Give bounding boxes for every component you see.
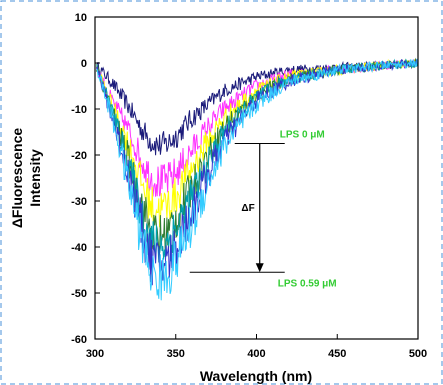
x-tick-label: 450 <box>328 348 346 360</box>
x-tick-label: 400 <box>247 348 265 360</box>
y-axis-title-line1: ΔFluorescence <box>9 128 25 229</box>
x-tick-label: 500 <box>409 348 427 360</box>
y-tick-label: 10 <box>75 12 87 24</box>
y-tick-label: -10 <box>71 104 87 116</box>
series-group <box>96 57 419 301</box>
y-tick-label: 0 <box>81 58 87 70</box>
y-axis: 10 0 -10 -20 -30 -40 -50 -60 <box>71 12 100 346</box>
y-tick-label: -30 <box>71 196 87 208</box>
label-lps-0: LPS 0 μM <box>280 130 325 141</box>
x-tick-label: 300 <box>86 348 104 360</box>
series-line-3 <box>96 58 419 228</box>
delta-f-label: ΔF <box>241 203 254 214</box>
y-axis-title-line2: Intensity <box>27 149 43 207</box>
series-line-7 <box>96 58 419 301</box>
series-line-4 <box>96 57 419 258</box>
label-lps-059: LPS 0.59 μM <box>278 278 337 289</box>
x-axis-title: Wavelength (nm) <box>200 368 312 384</box>
x-axis: 300 350 400 450 500 <box>86 334 427 360</box>
y-tick-label: -40 <box>71 242 87 254</box>
y-tick-label: -60 <box>71 334 87 346</box>
y-tick-label: -20 <box>71 150 87 162</box>
x-tick-label: 350 <box>167 348 185 360</box>
arrowhead-icon <box>255 263 264 273</box>
y-tick-label: -50 <box>71 288 87 300</box>
